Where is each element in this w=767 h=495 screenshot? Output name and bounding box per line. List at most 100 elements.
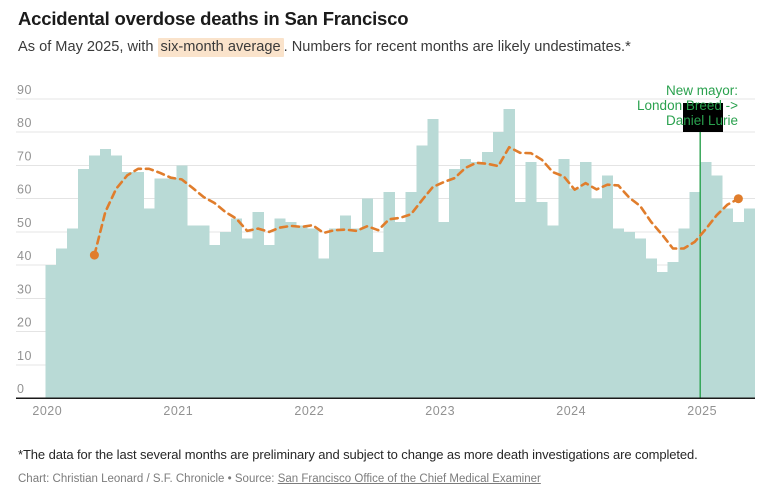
y-tick-label-60: 60 xyxy=(17,183,32,197)
overdose-chart: 0 10 20 30 40 50 60 70 80 90 New mayor: London Bree… xyxy=(0,78,767,423)
bar-2022-01[interactable] xyxy=(307,228,319,398)
credit-text: Chart: Christian Leonard / S.F. Chronicl… xyxy=(18,473,278,485)
mayor-annotation-line-3: Daniel Lurie xyxy=(666,113,738,128)
bar-2020-06[interactable] xyxy=(99,148,112,398)
bar-2024-03[interactable] xyxy=(591,198,603,398)
bar-2020-01[interactable] xyxy=(45,265,57,398)
mayor-annotation-line-1: New mayor: xyxy=(666,83,738,98)
x-tick-label-2023: 2023 xyxy=(425,404,455,418)
bar-2020-11[interactable] xyxy=(154,178,166,398)
y-tick-label-20: 20 xyxy=(17,316,32,330)
bar-2021-07[interactable] xyxy=(241,238,253,398)
bar-2022-06[interactable] xyxy=(361,198,373,398)
bar-2023-10[interactable] xyxy=(536,201,548,398)
bar-2021-04[interactable] xyxy=(209,245,221,398)
redaction-box xyxy=(683,103,723,132)
page-title: Accidental overdose deaths in San Franci… xyxy=(18,8,409,29)
bar-2023-04[interactable] xyxy=(470,162,483,398)
bar-2024-06[interactable] xyxy=(623,231,635,398)
bar-2022-10[interactable] xyxy=(405,192,417,398)
bar-2021-06[interactable] xyxy=(230,218,243,398)
bar-2025-02[interactable] xyxy=(711,175,723,398)
x-tick-label-2024: 2024 xyxy=(556,404,586,418)
bar-2020-09[interactable] xyxy=(132,172,144,398)
bar-2020-03[interactable] xyxy=(67,228,79,398)
bar-2025-04[interactable] xyxy=(732,221,745,398)
six-month-average-line xyxy=(93,145,740,257)
bar-2024-02[interactable] xyxy=(580,162,592,398)
bar-2023-02[interactable] xyxy=(449,168,461,398)
y-tick-label-80: 80 xyxy=(17,116,32,130)
bar-2020-12[interactable] xyxy=(165,178,177,398)
bar-2023-11[interactable] xyxy=(547,225,559,398)
bar-2022-12[interactable] xyxy=(427,118,439,398)
y-tick-label-0: 0 xyxy=(17,382,24,396)
bar-2020-04[interactable] xyxy=(78,168,90,398)
bar-2022-11[interactable] xyxy=(416,145,428,398)
bar-2024-04[interactable] xyxy=(601,175,614,398)
bar-2023-03[interactable] xyxy=(460,158,472,398)
bar-2021-09[interactable] xyxy=(263,245,275,398)
bar-2022-03[interactable] xyxy=(329,228,341,398)
x-tick-label-2020: 2020 xyxy=(32,404,62,418)
avg-line-start-dot xyxy=(89,250,99,260)
bar-2021-10[interactable] xyxy=(274,218,286,398)
y-tick-label-90: 90 xyxy=(17,83,32,97)
subtitle-suffix: . Numbers for recent months are likely u… xyxy=(283,39,631,55)
bar-2022-05[interactable] xyxy=(350,228,363,398)
bar-2025-01[interactable] xyxy=(700,162,712,398)
chart-footnote: *The data for the last several months ar… xyxy=(18,447,698,462)
y-tick-label-30: 30 xyxy=(17,282,32,296)
bar-2024-08[interactable] xyxy=(645,258,657,398)
bar-2024-01[interactable] xyxy=(569,188,581,398)
source-link[interactable]: San Francisco Office of the Chief Medica… xyxy=(277,473,541,485)
bar-2022-08[interactable] xyxy=(383,192,395,398)
bar-2024-11[interactable] xyxy=(678,228,690,398)
bar-2023-05[interactable] xyxy=(481,152,494,398)
bar-2024-09[interactable] xyxy=(656,271,668,398)
bar-2021-01[interactable] xyxy=(176,165,188,398)
mayor-annotation-line-2: London Breed -> xyxy=(637,98,738,113)
bar-2020-07[interactable] xyxy=(110,155,122,398)
bar-2023-09[interactable] xyxy=(525,162,537,398)
bar-2024-07[interactable] xyxy=(634,238,646,398)
subtitle-highlight: six-month average xyxy=(157,38,284,57)
bar-2020-10[interactable] xyxy=(143,208,155,398)
y-tick-label-10: 10 xyxy=(17,349,32,363)
y-tick-label-50: 50 xyxy=(17,216,32,230)
subtitle-prefix: As of May 2025, with xyxy=(18,39,158,55)
bar-2023-12[interactable] xyxy=(558,158,570,398)
bar-2021-12[interactable] xyxy=(296,225,308,398)
bar-2021-05[interactable] xyxy=(219,231,232,398)
bar-2023-01[interactable] xyxy=(438,221,450,398)
y-tick-label-70: 70 xyxy=(17,149,32,163)
bar-2021-03[interactable] xyxy=(198,225,210,398)
bar-2025-03[interactable] xyxy=(722,208,734,398)
bar-2021-11[interactable] xyxy=(285,221,297,398)
bar-2020-02[interactable] xyxy=(56,248,68,399)
bar-2023-07[interactable] xyxy=(503,108,515,398)
x-tick-label-2021: 2021 xyxy=(163,404,193,418)
bar-2022-04[interactable] xyxy=(340,215,352,398)
bar-2022-02[interactable] xyxy=(318,258,330,398)
bar-2020-08[interactable] xyxy=(121,172,133,398)
bar-2023-08[interactable] xyxy=(514,201,526,398)
bar-2021-08[interactable] xyxy=(252,211,264,398)
x-tick-label-2022: 2022 xyxy=(294,404,324,418)
avg-line-end-dot xyxy=(733,194,743,204)
chart-subtitle: As of May 2025, with six-month average. … xyxy=(18,38,631,57)
bar-2022-07[interactable] xyxy=(372,251,384,398)
y-tick-label-40: 40 xyxy=(17,249,32,263)
bar-2020-05[interactable] xyxy=(88,155,101,398)
bar-2025-05[interactable] xyxy=(743,208,756,398)
bar-2024-10[interactable] xyxy=(667,261,679,398)
bar-2021-02[interactable] xyxy=(187,225,199,398)
bar-2024-12[interactable] xyxy=(689,192,701,398)
chart-credit: Chart: Christian Leonard / S.F. Chronicl… xyxy=(18,473,541,485)
bar-2022-09[interactable] xyxy=(394,221,406,398)
bar-2024-05[interactable] xyxy=(612,228,625,398)
bar-2023-06[interactable] xyxy=(492,132,504,398)
chart-canvas: 0 10 20 30 40 50 60 70 80 90 New mayor:London Bree… xyxy=(16,83,756,418)
x-tick-label-2025: 2025 xyxy=(687,404,717,418)
